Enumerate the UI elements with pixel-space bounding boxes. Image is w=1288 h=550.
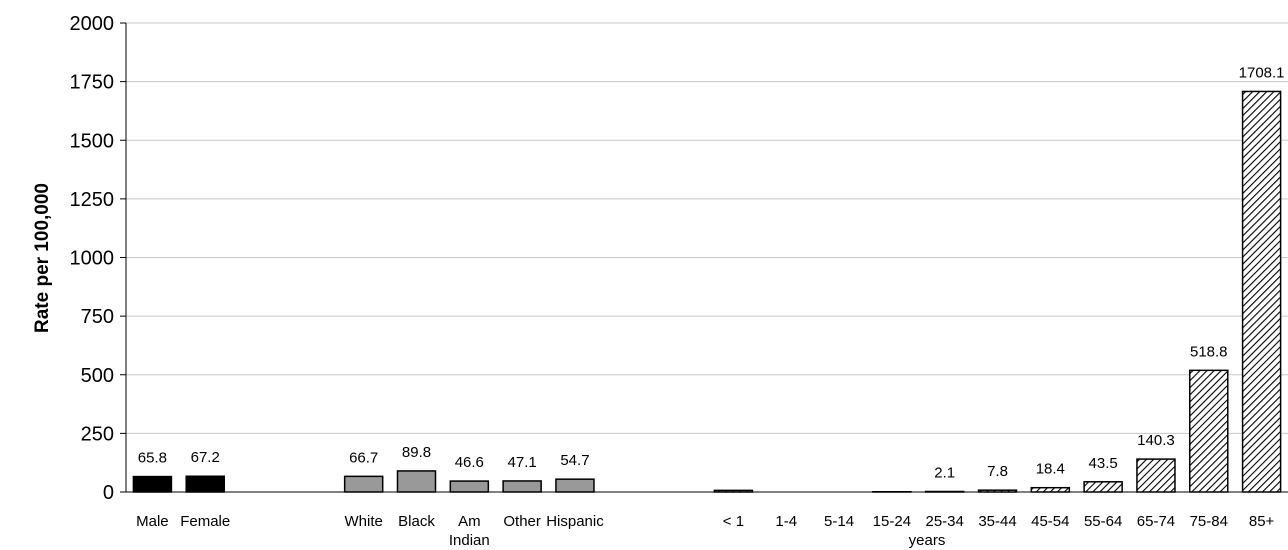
bar-age [713,489,754,493]
data-labels: 65.8 67.2 66.7 89.8 46.6 47.1 54.7 2.1 7.8 18.4 43… [138,64,1285,481]
y-tick-label: 250 [81,423,114,445]
bar-race [502,480,542,493]
data-label: 43.5 [1089,455,1118,472]
y-tick-label: 500 [81,365,114,387]
category-label: Male [136,513,169,530]
category-labels: Male Female White Black Am Indian Other Hispani… [136,513,1274,549]
bar-race [449,480,490,493]
data-label: 2.1 [934,465,955,482]
y-tick-label: 1250 [70,189,115,211]
y-tick-labels: 0 250 500 750 1000 1250 1500 1750 2000 [70,13,115,504]
category-label: 25-34 [925,513,963,530]
category-label: Indian [449,532,490,549]
data-label: 66.7 [349,449,378,466]
y-tick-label: 2000 [70,13,115,35]
bars [132,90,1282,493]
category-label: Hispanic [546,513,604,530]
y-tick-label: 750 [81,306,114,328]
gridlines [126,22,1288,434]
bar-race [396,470,437,493]
age-axis-note: years [909,532,946,549]
y-tick-label: 1750 [70,72,115,94]
bar-age [977,489,1018,493]
bar-age [1189,369,1229,493]
category-label: White [345,513,383,530]
data-label: 89.8 [402,444,431,461]
category-label: 45-54 [1031,513,1069,530]
data-label: 65.8 [138,450,167,467]
y-tick-label: 1000 [70,248,115,270]
category-label: 5-14 [824,513,854,530]
y-tick-label: 1500 [70,130,115,152]
bar-age [1241,90,1282,493]
category-label: 1-4 [775,513,797,530]
data-label: 47.1 [508,454,537,471]
category-label: 35-44 [978,513,1016,530]
data-label: 46.6 [455,454,484,471]
data-label: 518.8 [1190,343,1228,360]
bar-sex [132,475,173,493]
data-label: 1708.1 [1239,64,1285,81]
bar-age [1136,458,1176,493]
category-label: Female [180,513,230,530]
category-label: 65-74 [1137,513,1175,530]
category-label: 55-64 [1084,513,1122,530]
data-label: 54.7 [560,452,589,469]
y-axis-label: Rate per 100,000 [32,183,53,333]
category-label: Am [458,513,481,530]
category-label: Other [503,513,541,530]
bar-race [343,475,384,493]
category-label: < 1 [723,513,744,530]
data-label: 140.3 [1137,432,1175,449]
data-label: 18.4 [1036,461,1065,478]
bar-age [1083,481,1123,493]
category-label: 75-84 [1190,513,1228,530]
y-tick-label: 0 [103,482,114,504]
bar-race [555,478,595,493]
category-label: Black [398,513,435,530]
bar-age [1030,486,1071,493]
category-label: 85+ [1249,513,1275,530]
category-label: 15-24 [873,513,911,530]
bar-sex [185,475,225,493]
data-label: 67.2 [191,449,220,466]
data-label: 7.8 [987,463,1008,480]
